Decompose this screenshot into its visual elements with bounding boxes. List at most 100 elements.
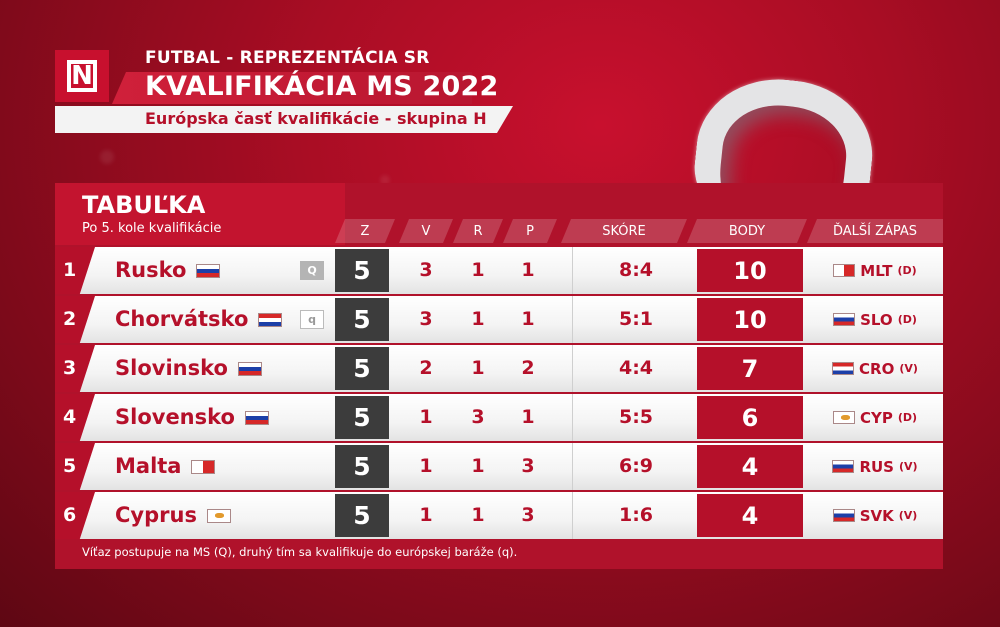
playoff-badge: q (300, 310, 324, 329)
column-header-played: Z (335, 219, 395, 243)
next-match-cell: SVK (V) (807, 492, 943, 539)
slovenia-flag-icon (833, 313, 856, 326)
points-cell: 7 (697, 347, 803, 390)
table-subtitle: Po 5. kole kvalifikácie (82, 221, 222, 236)
played-cell: 5 (335, 249, 389, 292)
played-cell: 5 (335, 445, 389, 488)
rank-cell: 6 (55, 492, 95, 539)
next-opponent: SVK (859, 506, 894, 525)
team-name: Cyprus (115, 503, 197, 527)
brand-logo: N (55, 50, 109, 102)
team-cell: Cyprus (115, 492, 231, 539)
table-title: TABUĽKA (82, 191, 206, 219)
played-cell: 5 (335, 347, 389, 390)
rank-cell: 2 (55, 296, 95, 343)
played-cell: 5 (335, 494, 389, 537)
subtitle-bar-bg (55, 106, 513, 133)
background-light-flare (100, 150, 114, 164)
column-divider (572, 492, 573, 539)
malta-flag-icon (833, 264, 856, 277)
next-venue: (D) (897, 313, 917, 326)
next-opponent: SLO (860, 310, 893, 329)
played-cell: 5 (335, 396, 389, 439)
table-row: 4 Slovensko 5 1 3 1 5:5 6 CYP (D) (55, 394, 943, 441)
column-divider (572, 247, 573, 294)
section-kicker: FUTBAL - REPREZENTÁCIA SR (145, 48, 430, 68)
team-name: Slovinsko (115, 356, 228, 380)
draws-cell: 1 (471, 455, 485, 477)
next-venue: (V) (899, 362, 918, 375)
slovakia-flag-icon (244, 410, 269, 425)
background-light-flare (380, 175, 390, 185)
points-cell: 4 (697, 494, 803, 537)
logo-n-icon: N (67, 60, 97, 92)
column-header-next-match: ĎALŠÍ ZÁPAS (807, 219, 943, 243)
next-opponent: CYP (859, 408, 893, 427)
column-header-losses: P (503, 219, 557, 243)
score-cell: 6:9 (618, 455, 654, 477)
table-row: 2 Chorvátsko q 5 3 1 1 5:1 10 SLO (D) (55, 296, 943, 343)
next-opponent: RUS (859, 457, 894, 476)
croatia-flag-icon (258, 312, 283, 327)
column-header-draws: R (453, 219, 503, 243)
rank-cell: 5 (55, 443, 95, 490)
team-cell: Slovinsko (115, 345, 262, 392)
column-header-score: SKÓRE (561, 219, 687, 243)
next-match-cell: SLO (D) (807, 296, 943, 343)
wins-cell: 3 (419, 259, 433, 281)
next-opponent: MLT (860, 261, 893, 280)
slovakia-flag-icon (832, 509, 855, 522)
column-divider (572, 296, 573, 343)
table-row: 5 Malta 5 1 1 3 6:9 4 RUS (V) (55, 443, 943, 490)
wins-cell: 1 (419, 406, 433, 428)
wins-cell: 2 (419, 357, 433, 379)
team-name: Rusko (115, 258, 187, 282)
losses-cell: 3 (521, 455, 535, 477)
next-venue: (D) (897, 411, 918, 424)
rank-cell: 3 (55, 345, 95, 392)
next-venue: (V) (898, 460, 918, 473)
qualified-badge: Q (300, 261, 324, 280)
points-cell: 4 (697, 445, 803, 488)
column-header-points: BODY (687, 219, 807, 243)
score-cell: 8:4 (618, 259, 654, 281)
score-cell: 1:6 (618, 504, 654, 526)
losses-cell: 2 (521, 357, 535, 379)
draws-cell: 1 (471, 259, 485, 281)
draws-cell: 1 (471, 504, 485, 526)
team-cell: Malta (115, 443, 216, 490)
malta-flag-icon (191, 459, 216, 474)
team-cell: Chorvátsko (115, 296, 283, 343)
wins-cell: 1 (419, 504, 433, 526)
points-cell: 10 (697, 298, 803, 341)
rank-cell: 4 (55, 394, 95, 441)
rank-cell: 1 (55, 247, 95, 294)
page-title: KVALIFIKÁCIA MS 2022 (145, 71, 499, 102)
score-cell: 4:4 (618, 357, 654, 379)
standings-table: TABUĽKA Po 5. kole kvalifikácie Z V R P … (55, 183, 943, 569)
next-venue: (V) (898, 509, 918, 522)
next-venue: (D) (897, 264, 917, 277)
table-footnote: Víťaz postupuje na MS (Q), druhý tím sa … (82, 545, 518, 559)
table-row: 1 Rusko Q 5 3 1 1 8:4 10 MLT (D) (55, 247, 943, 294)
next-match-cell: RUS (V) (807, 443, 943, 490)
column-divider (572, 345, 573, 392)
table-header-label: TABUĽKA Po 5. kole kvalifikácie (55, 183, 345, 245)
team-cell: Slovensko (115, 394, 269, 441)
draws-cell: 1 (471, 308, 485, 330)
losses-cell: 3 (521, 504, 535, 526)
next-opponent: CRO (859, 359, 895, 378)
croatia-flag-icon (832, 362, 855, 375)
next-match-cell: CRO (V) (807, 345, 943, 392)
draws-cell: 1 (471, 357, 485, 379)
team-name: Malta (115, 454, 182, 478)
score-cell: 5:1 (618, 308, 654, 330)
losses-cell: 1 (521, 406, 535, 428)
team-cell: Rusko (115, 247, 221, 294)
team-name: Slovensko (115, 405, 235, 429)
points-cell: 6 (697, 396, 803, 439)
cyprus-flag-icon (206, 508, 231, 523)
played-cell: 5 (335, 298, 389, 341)
losses-cell: 1 (521, 308, 535, 330)
column-divider (572, 443, 573, 490)
